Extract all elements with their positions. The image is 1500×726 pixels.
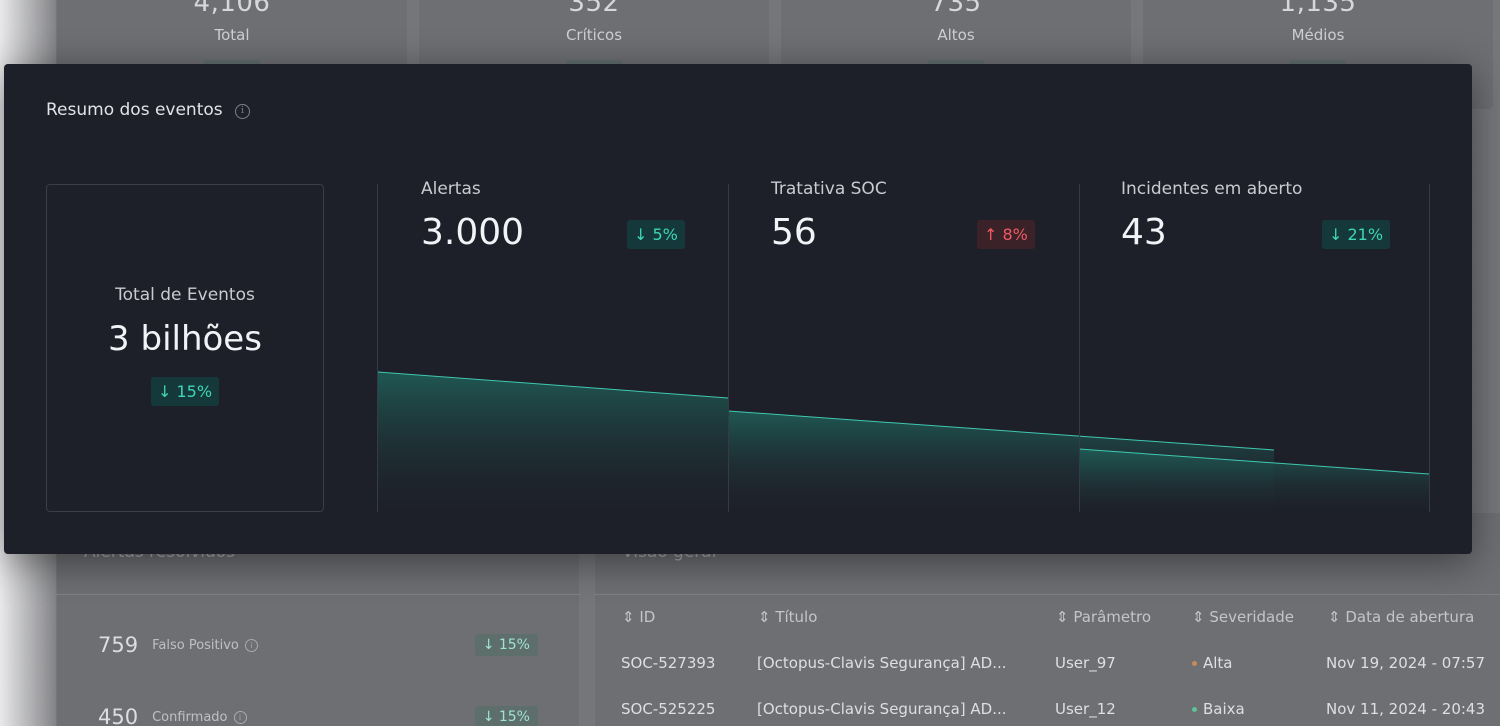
column-header-id[interactable]: ⇕ ID (622, 608, 656, 626)
stat-label: Altos (937, 26, 975, 44)
list-item: 759 Falso Positivo i ↓ 15% (98, 630, 538, 660)
metric-value-incidents: 43 (1121, 212, 1167, 253)
metric-label-alerts: Alertas (421, 179, 481, 199)
column-label: Título (775, 608, 818, 626)
info-icon[interactable]: i (235, 104, 250, 119)
stat-value: 735 (930, 0, 982, 18)
stat-label: Total (214, 26, 250, 44)
metric-separator (1079, 184, 1080, 512)
chart-area-alerts-line (377, 371, 729, 399)
metric-trend-incidents: ↓ 21% (1322, 220, 1391, 249)
divider (594, 594, 1500, 595)
cell-severity: Baixa (1192, 700, 1245, 718)
metric-trend-alerts: ↓ 5% (627, 220, 685, 249)
chart-area-incidents-line (1078, 448, 1430, 475)
column-label: Severidade (1209, 608, 1294, 626)
severity-dot (1192, 661, 1197, 666)
cell-date: Nov 19, 2024 - 07:57 (1326, 654, 1486, 672)
cell-date: Nov 11, 2024 - 20:43 (1326, 700, 1486, 718)
total-events-trend: ↓ 15% (47, 377, 323, 406)
column-header-severity[interactable]: ⇕ Severidade (1192, 608, 1294, 626)
cell-parameter: User_97 (1055, 654, 1116, 672)
resolved-count: 450 (98, 705, 139, 726)
metric-value-alerts: 3.000 (421, 212, 525, 253)
metric-trend-soc: ↑ 8% (977, 220, 1035, 249)
metric-label-incidents: Incidentes em aberto (1121, 179, 1303, 199)
trend-badge: ↓ 15% (474, 634, 538, 656)
metric-separator (1429, 184, 1430, 512)
chart-area-alerts (378, 372, 728, 512)
column-label: Parâmetro (1073, 608, 1152, 626)
metric-separator (377, 184, 378, 512)
cell-title[interactable]: [Octopus-Clavis Segurança] AD... (757, 700, 1007, 718)
chart-area-incidents (1079, 449, 1429, 512)
events-trend-chart (377, 371, 1430, 512)
info-icon[interactable]: i (233, 710, 247, 724)
list-item: 450 Confirmado i ↓ 15% (98, 702, 538, 726)
chart-area-soc-line (727, 410, 1275, 451)
column-label: Data de abertura (1345, 608, 1475, 626)
stat-label: Críticos (565, 26, 623, 44)
trend-badge: ↓ 21% (1322, 220, 1391, 249)
metric-value-soc: 56 (771, 212, 817, 253)
divider (56, 594, 580, 595)
resolved-label: Confirmado (152, 709, 228, 725)
stat-label: Médios (1291, 26, 1345, 44)
metric-separator (728, 184, 729, 512)
cell-parameter: User_12 (1055, 700, 1116, 718)
stat-value: 352 (568, 0, 620, 18)
severity-dot (1192, 707, 1197, 712)
trend-badge: ↑ 8% (977, 220, 1035, 249)
event-summary-modal: Resumo dos eventos i Total de Eventos 3 … (4, 64, 1472, 554)
column-header-title[interactable]: ⇕ Título (758, 608, 818, 626)
stat-value: 1,135 (1279, 0, 1357, 18)
trend-badge: ↓ 5% (627, 220, 685, 249)
cell-id[interactable]: SOC-525225 (621, 700, 716, 718)
trend-badge: ↓ 15% (474, 706, 538, 726)
metric-label-soc: Tratativa SOC (771, 179, 887, 199)
column-header-parameter[interactable]: ⇕ Parâmetro (1056, 608, 1152, 626)
column-header-date[interactable]: ⇕ Data de abertura (1328, 608, 1475, 626)
info-icon[interactable]: i (244, 638, 258, 652)
stat-value: 4,106 (193, 0, 271, 18)
severity-label: Alta (1203, 654, 1233, 672)
resolved-count: 759 (98, 633, 139, 657)
cell-severity: Alta (1192, 654, 1233, 672)
severity-label: Baixa (1203, 700, 1245, 718)
total-events-label: Total de Eventos (115, 285, 255, 305)
cell-title[interactable]: [Octopus-Clavis Segurança] AD... (757, 654, 1007, 672)
trend-badge: ↓ 15% (150, 377, 220, 406)
total-events-value: 3 bilhões (108, 319, 262, 359)
total-events-card: Total de Eventos 3 bilhões ↓ 15% (46, 184, 324, 512)
cell-id[interactable]: SOC-527393 (621, 654, 716, 672)
resolved-label: Falso Positivo (152, 637, 239, 653)
column-label: ID (639, 608, 656, 626)
modal-title: Resumo dos eventos (46, 100, 223, 120)
